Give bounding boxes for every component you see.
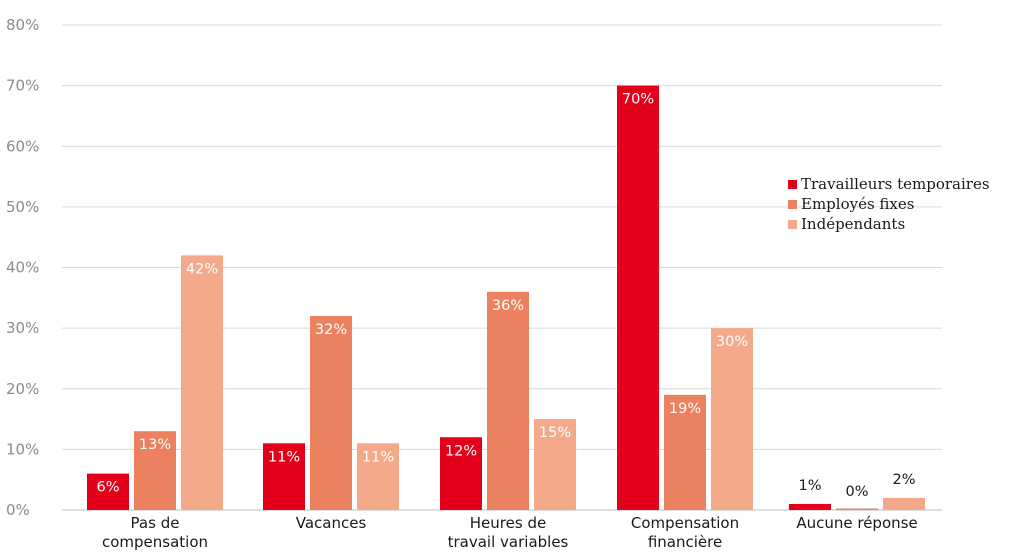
bar-2-5	[836, 508, 878, 510]
data-label: 0%	[845, 484, 868, 500]
data-label: 6%	[96, 480, 119, 496]
data-label: 15%	[539, 425, 571, 441]
y-tick-label: 50%	[6, 198, 39, 216]
x-category-label: Compensation	[631, 514, 739, 532]
bar-1-3	[440, 437, 482, 510]
bar-3-3	[534, 419, 576, 510]
x-category-label: Pas de	[131, 514, 180, 532]
legend-swatch	[788, 220, 797, 229]
x-category-label: Vacances	[296, 514, 367, 532]
data-label: 70%	[622, 92, 654, 108]
x-category-label: travail variables	[448, 533, 569, 551]
bar-1-5	[789, 503, 831, 510]
y-tick-label: 70%	[6, 77, 39, 95]
data-label: 42%	[186, 261, 218, 277]
bar-3-4	[711, 328, 753, 510]
bar-2-4	[664, 394, 706, 510]
bar-1-1	[87, 473, 129, 510]
legend-label: Indépendants	[801, 215, 905, 233]
bar-2-2	[310, 316, 352, 510]
bar-2-3	[487, 291, 529, 510]
data-label: 11%	[268, 449, 300, 465]
x-category-label: financière	[648, 533, 722, 551]
data-label: 11%	[362, 449, 394, 465]
y-axis-ticks: 0% 10% 20% 30% 40% 50% 60% 70% 80%	[6, 16, 39, 519]
y-tick-label: 60%	[6, 137, 39, 155]
data-label: 19%	[669, 401, 701, 417]
bar-1-2	[263, 443, 305, 510]
y-tick-label: 80%	[6, 16, 39, 34]
legend-label: Employés fixes	[801, 195, 914, 213]
data-label: 36%	[492, 298, 524, 314]
x-category-label: Heures de	[470, 514, 546, 532]
bar-3-2	[357, 443, 399, 510]
x-category-label: compensation	[102, 533, 208, 551]
bar-3-5	[883, 497, 925, 510]
data-label: 2%	[892, 472, 915, 488]
bar-3-1	[181, 255, 223, 510]
data-label: 1%	[798, 478, 821, 494]
legend: Travailleurs temporaires Employés fixes In…	[788, 175, 990, 233]
y-tick-label: 10%	[6, 440, 39, 458]
data-label: 32%	[315, 322, 347, 338]
data-label: 30%	[716, 334, 748, 350]
legend-swatch	[788, 180, 797, 189]
legend-swatch	[788, 200, 797, 209]
data-label: 13%	[139, 437, 171, 453]
x-category-label: Aucune réponse	[796, 514, 917, 532]
y-tick-label: 20%	[6, 380, 39, 398]
y-tick-label: 30%	[6, 319, 39, 337]
y-tick-label: 40%	[6, 259, 39, 277]
data-label: 12%	[445, 443, 477, 459]
y-tick-label: 0%	[6, 501, 30, 519]
bars	[87, 85, 925, 510]
data-labels: 6% 11% 12% 70% 1% 13% 32% 36% 19% 0% 42% 11% 15% 30% 2…	[96, 92, 915, 500]
bar-2-1	[134, 431, 176, 510]
bar-1-4	[617, 85, 659, 510]
legend-label: Travailleurs temporaires	[801, 175, 990, 193]
